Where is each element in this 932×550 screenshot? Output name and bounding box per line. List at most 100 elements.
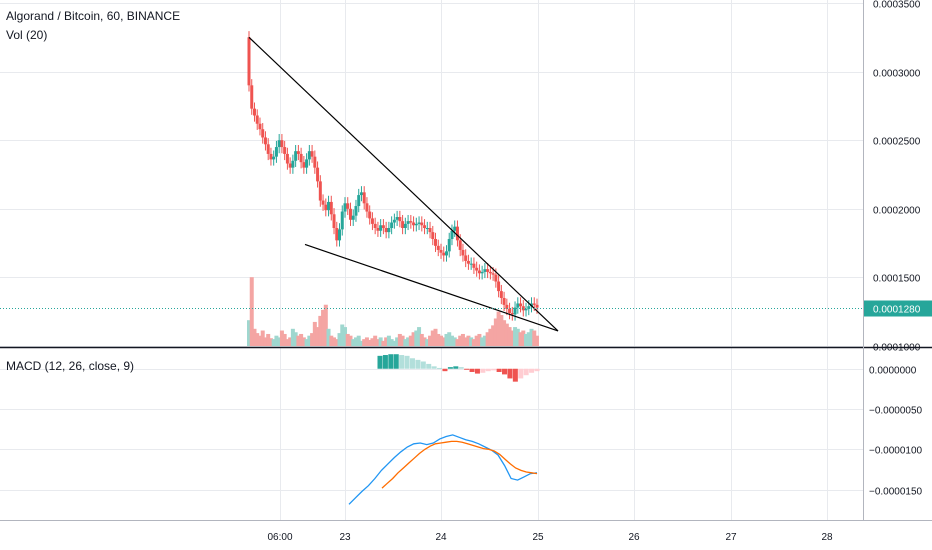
volume-bar <box>296 335 301 346</box>
macd-histogram-bar <box>496 368 502 372</box>
price-axis[interactable]: 0.0001000 0.0001500 0.0002000 0.0002500 0.00… <box>869 0 923 498</box>
candle-body <box>348 208 352 220</box>
volume-bar <box>411 332 416 346</box>
macd-lines <box>348 434 538 505</box>
volume-bar <box>321 309 326 346</box>
volume-bar <box>493 318 498 346</box>
candle-body <box>318 181 322 201</box>
volume-bar <box>389 339 394 346</box>
candle-body <box>510 313 514 315</box>
volume-legend[interactable]: Vol (20) <box>6 28 48 42</box>
candle-body <box>343 203 347 212</box>
macd-histogram-bar <box>447 367 453 369</box>
volume-bar <box>381 340 386 346</box>
time-tick-label: 28 <box>821 532 833 543</box>
volume-bar <box>359 340 364 346</box>
trend-line-upper <box>248 36 559 332</box>
candle-body <box>305 159 309 168</box>
candle-body <box>376 228 380 231</box>
volume-bar <box>455 339 460 346</box>
candle-body <box>458 240 462 250</box>
candle-body <box>285 153 289 164</box>
volume-bar <box>447 332 452 346</box>
candle-body <box>530 303 534 307</box>
macd-histogram-bar <box>485 368 491 372</box>
volume-bar <box>301 337 306 346</box>
candle-body <box>431 232 435 239</box>
volume-bar <box>430 330 435 346</box>
volume-bar <box>419 333 424 346</box>
volume-bar <box>452 337 457 346</box>
volume-bar <box>491 325 496 346</box>
volume-bar <box>257 335 262 346</box>
candle-body <box>392 219 396 223</box>
candle-body <box>469 263 473 265</box>
volume-bar <box>307 335 312 346</box>
candle-body <box>442 252 446 256</box>
candle-body <box>483 269 487 272</box>
volume-bar <box>351 339 356 346</box>
volume-bar <box>535 335 539 346</box>
volume-bar <box>460 333 465 346</box>
time-axis[interactable]: 06:00 23 24 25 26 27 28 <box>267 532 833 543</box>
volume-bar <box>285 339 290 346</box>
candle-body <box>403 223 407 229</box>
macd-histogram-bar <box>437 367 443 369</box>
volume-bar <box>329 335 334 346</box>
volume-bar <box>367 339 372 346</box>
candle-body <box>464 255 468 261</box>
candle-body <box>527 306 531 309</box>
volume-bar <box>395 337 400 346</box>
volume-bar <box>343 327 347 346</box>
volume-bar <box>268 338 273 346</box>
trend-line-lower <box>304 243 559 332</box>
macd-legend[interactable]: MACD (12, 26, close, 9) <box>6 359 135 373</box>
candle-body <box>502 297 506 305</box>
candle-body <box>313 156 317 168</box>
candle-body <box>390 222 394 229</box>
volume-bar <box>524 333 529 346</box>
candle-body <box>274 147 278 157</box>
candle-body <box>354 206 358 216</box>
volume-bar <box>378 337 383 346</box>
volume-bar <box>403 339 408 346</box>
macd-histogram-bar <box>502 368 508 375</box>
macd-histogram-bar <box>523 368 529 376</box>
volume-bar <box>449 335 454 346</box>
volume-bar <box>266 333 271 346</box>
volume-bar <box>518 332 523 346</box>
candle-body <box>488 271 492 274</box>
macd-histogram-bar <box>404 355 410 369</box>
volume-bar <box>515 328 520 346</box>
candle-body <box>294 151 298 161</box>
volume-bar <box>406 337 411 346</box>
candle-body <box>477 270 481 274</box>
candle-body <box>338 229 342 241</box>
volume-bar <box>340 324 345 346</box>
candle-body <box>272 156 276 160</box>
candle-body <box>332 214 336 229</box>
macd-line <box>348 434 538 505</box>
volume-bar <box>532 330 537 346</box>
candle-body <box>428 228 432 233</box>
volume-bar <box>318 315 323 346</box>
candle-body <box>472 263 476 268</box>
macd-histogram-bar <box>431 366 437 369</box>
trend-lines[interactable] <box>248 36 559 332</box>
volume-bar <box>488 328 493 346</box>
candle-body <box>327 201 331 211</box>
macd-histogram-bar <box>382 355 388 369</box>
volume-bars <box>247 277 539 346</box>
candle-body <box>475 267 479 271</box>
candle-body <box>417 222 421 224</box>
symbol-legend[interactable]: Algorand / Bitcoin, 60, BINANCE <box>6 9 181 23</box>
macd-histogram <box>377 354 540 382</box>
candle-body <box>499 291 503 298</box>
candle-body <box>513 307 517 315</box>
candle-body <box>447 238 451 252</box>
volume-bar <box>373 335 378 346</box>
price-tick-label: 0.0002000 <box>873 206 921 217</box>
candle-body <box>423 225 427 229</box>
volume-bar <box>439 335 443 346</box>
